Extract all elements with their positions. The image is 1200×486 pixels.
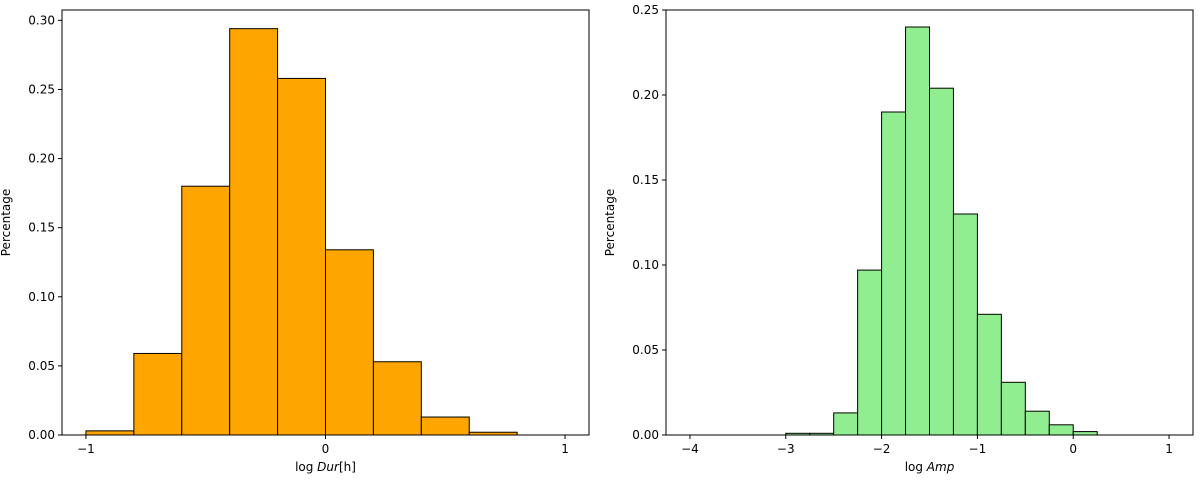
- y-tick-label: 0.15: [28, 221, 55, 235]
- histogram-bar: [1000, 381, 1026, 436]
- y-axis-label: Percentage: [0, 189, 13, 257]
- histogram-bar: [857, 269, 883, 436]
- x-tick-label: 1: [561, 442, 569, 456]
- histogram-bar: [976, 313, 1002, 436]
- y-tick-label: 0.05: [632, 343, 659, 357]
- chart-1: −1 0 1 0.00 0.05 0.10 0.15 0.20 0.25 0.30 log Dur[…: [0, 9, 590, 474]
- y-tick-label: 0.30: [28, 13, 55, 27]
- chart-2: −4 −3 −2 −1 0 1 0.00 0.05 0.10 0.15 0.20 0.25 log Am…: [603, 3, 1194, 474]
- x-tick-label: −2: [873, 442, 891, 456]
- histogram-bar: [181, 185, 231, 436]
- histogram-bar: [372, 361, 422, 436]
- x-axis-label: log Dur[h]: [295, 460, 356, 474]
- x-tick-label: 0: [1069, 442, 1077, 456]
- histogram-bar: [133, 352, 183, 436]
- x-tick-label: −1: [969, 442, 987, 456]
- x-axis-label: log Amp: [905, 460, 955, 474]
- histogram-bar: [1048, 424, 1074, 436]
- y-tick-label: 0.10: [28, 290, 55, 304]
- histogram-bar: [905, 26, 931, 436]
- histogram-bar: [833, 412, 859, 436]
- x-tick-label: −4: [681, 442, 699, 456]
- histogram-bar: [881, 111, 907, 436]
- y-tick-label: 0.05: [28, 359, 55, 373]
- y-tick-label: 0.20: [632, 88, 659, 102]
- histogram-bar: [85, 430, 135, 436]
- y-tick-label: 0.25: [28, 82, 55, 96]
- histogram-bar: [420, 416, 470, 436]
- y-tick-label: 0.20: [28, 152, 55, 166]
- histogram-bar: [325, 249, 374, 436]
- histogram-bar: [929, 87, 954, 436]
- y-tick-label: 0.10: [632, 258, 659, 272]
- histogram-bar: [952, 213, 978, 436]
- histogram-bar: [1072, 431, 1098, 436]
- y-tick-label: 0.15: [632, 173, 659, 187]
- histogram-bar: [1024, 410, 1050, 436]
- x-tick-label: 1: [1165, 442, 1173, 456]
- axes-frame: [665, 9, 1194, 436]
- x-tick-label: −1: [77, 442, 95, 456]
- y-axis-label: Percentage: [603, 189, 617, 257]
- histogram-bar: [277, 77, 327, 436]
- y-tick-label: 0.25: [632, 3, 659, 17]
- x-tick-label: 0: [322, 442, 330, 456]
- y-tick-label: 0.00: [632, 428, 659, 442]
- y-tick-label: 0.00: [28, 428, 55, 442]
- histogram-bar: [229, 28, 279, 436]
- x-tick-label: −3: [777, 442, 795, 456]
